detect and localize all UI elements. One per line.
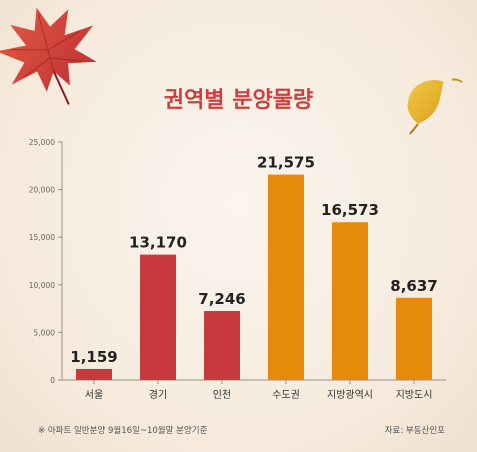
bar-4 xyxy=(268,174,304,380)
bar-5 xyxy=(332,222,368,380)
bar-value-label: 21,575 xyxy=(257,154,315,172)
y-tick-label: 0 xyxy=(50,376,55,385)
bar-value-label: 1,159 xyxy=(70,348,117,366)
bar-value-label: 7,246 xyxy=(198,290,245,308)
maple-leaf-icon xyxy=(0,7,97,105)
bar-3 xyxy=(204,311,240,380)
bar-value-label: 16,573 xyxy=(321,201,379,219)
x-category-label: 수도권 xyxy=(272,389,300,401)
source-note: 자료: 부동산인포 xyxy=(384,426,445,436)
footnote: ※ 아파트 일반분양 9월16일~10월말 분양기준 xyxy=(38,426,208,436)
chart-title: 권역별 분양물량 xyxy=(163,88,314,113)
bar-1 xyxy=(76,368,112,380)
bar-value-label: 8,637 xyxy=(390,277,437,295)
x-category-label: 지방도시 xyxy=(396,389,433,401)
x-category-label: 서울 xyxy=(85,389,103,401)
y-tick-label: 20,000 xyxy=(29,186,55,195)
x-category-label: 지방광역시 xyxy=(327,389,373,401)
x-category-label: 인천 xyxy=(213,389,231,401)
x-category-label: 경기 xyxy=(149,388,167,401)
y-tick-label: 25,000 xyxy=(29,138,55,147)
bar-2 xyxy=(140,254,176,380)
bar-6 xyxy=(396,297,432,380)
ginkgo-leaf-icon xyxy=(407,78,463,135)
y-tick-label: 15,000 xyxy=(29,233,55,242)
bar-value-label: 13,170 xyxy=(129,234,187,252)
y-tick-label: 10,000 xyxy=(29,281,55,290)
y-tick-label: 5,000 xyxy=(34,328,56,337)
